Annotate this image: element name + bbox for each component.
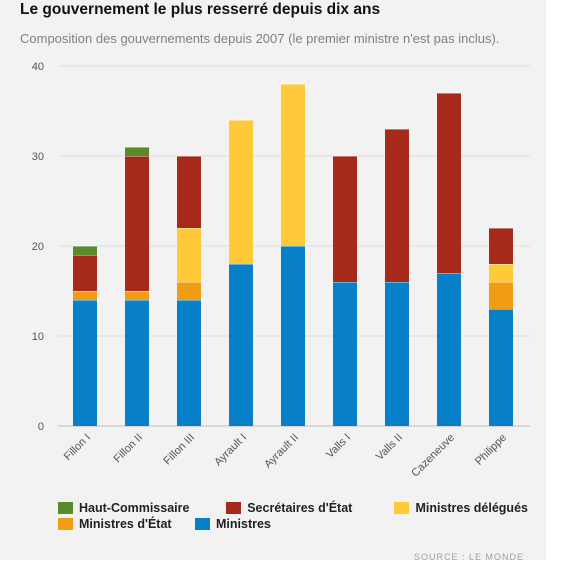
bar-segment bbox=[385, 282, 409, 426]
bar-segment bbox=[489, 309, 513, 426]
bar-segment bbox=[489, 264, 513, 282]
legend-label-secretaires: Secrétaires d'État bbox=[247, 501, 353, 515]
y-tick-label: 20 bbox=[32, 241, 44, 253]
legend-swatch-ministres bbox=[195, 518, 210, 530]
legend-item-haut-commissaire: Haut-Commissaire bbox=[58, 500, 226, 516]
bar-segment bbox=[125, 156, 149, 291]
bar-segment bbox=[125, 147, 149, 156]
legend-item-ministres-etat: Ministres d'État bbox=[58, 516, 195, 532]
bar-segment bbox=[489, 282, 513, 309]
chart-title: Le gouvernement le plus resserré depuis … bbox=[20, 1, 381, 18]
y-tick-label: 40 bbox=[32, 61, 44, 73]
x-tick-label: Fillon I bbox=[62, 432, 93, 463]
bar-segment bbox=[333, 156, 357, 282]
legend-label-haut-commissaire: Haut-Commissaire bbox=[79, 501, 190, 515]
bar-segment bbox=[125, 300, 149, 426]
x-tick-label: Ayrault I bbox=[212, 432, 249, 469]
legend-swatch-ministres-etat bbox=[58, 518, 73, 530]
legend-row: Haut-Commissaire Secrétaires d'État Mini… bbox=[58, 500, 528, 516]
bar-segment bbox=[229, 120, 253, 264]
legend-label-ministres: Ministres bbox=[216, 517, 271, 531]
bar-segment bbox=[73, 291, 97, 300]
legend-item-delegues: Ministres délégués bbox=[394, 500, 528, 516]
x-tick-label: Valls I bbox=[324, 432, 353, 461]
legend-row: Ministres d'État Ministres bbox=[58, 516, 528, 532]
stacked-bar-chart: 0 10 20 30 40 Fillon I Fillon II Fillon III Ayra… bbox=[32, 61, 530, 480]
bar-segment bbox=[489, 228, 513, 264]
y-tick-label: 0 bbox=[38, 421, 44, 433]
x-tick-label: Fillon III bbox=[161, 432, 197, 468]
x-tick-label: Valls II bbox=[374, 432, 405, 463]
legend-item-secretaires: Secrétaires d'État bbox=[226, 500, 394, 516]
chart-legend: Haut-Commissaire Secrétaires d'État Mini… bbox=[58, 500, 528, 532]
y-tick-label: 10 bbox=[32, 331, 44, 343]
x-tick-label: Cazeneuve bbox=[409, 432, 457, 480]
bar-segment bbox=[125, 291, 149, 300]
source-credit: SOURCE : LE MONDE bbox=[414, 552, 525, 562]
legend-swatch-secretaires bbox=[226, 502, 242, 514]
bar-segment bbox=[281, 246, 305, 426]
legend-swatch-haut-commissaire bbox=[58, 502, 73, 514]
bar-segment bbox=[437, 273, 461, 426]
bar-segment bbox=[177, 300, 201, 426]
chart-subtitle: Composition des gouvernements depuis 200… bbox=[20, 31, 500, 46]
bar-segment bbox=[229, 264, 253, 426]
legend-item-ministres: Ministres bbox=[195, 516, 271, 532]
x-tick-label: Ayrault II bbox=[262, 432, 301, 471]
legend-label-ministres-etat: Ministres d'État bbox=[79, 517, 172, 531]
x-tick-label: Fillon II bbox=[112, 432, 146, 466]
bar-segment bbox=[437, 93, 461, 273]
legend-label-delegues: Ministres délégués bbox=[415, 501, 528, 515]
bar-segment bbox=[73, 255, 97, 291]
bar-segment bbox=[385, 129, 409, 282]
bar-segment bbox=[281, 84, 305, 246]
bar-segment bbox=[177, 156, 201, 228]
bar-segment bbox=[177, 282, 201, 300]
bar-segment bbox=[73, 246, 97, 255]
bar-segment bbox=[73, 300, 97, 426]
bar-segment bbox=[177, 228, 201, 282]
x-tick-label: Philippe bbox=[473, 432, 509, 468]
y-tick-label: 30 bbox=[32, 151, 44, 163]
legend-swatch-delegues bbox=[394, 502, 410, 514]
bar-segment bbox=[333, 282, 357, 426]
